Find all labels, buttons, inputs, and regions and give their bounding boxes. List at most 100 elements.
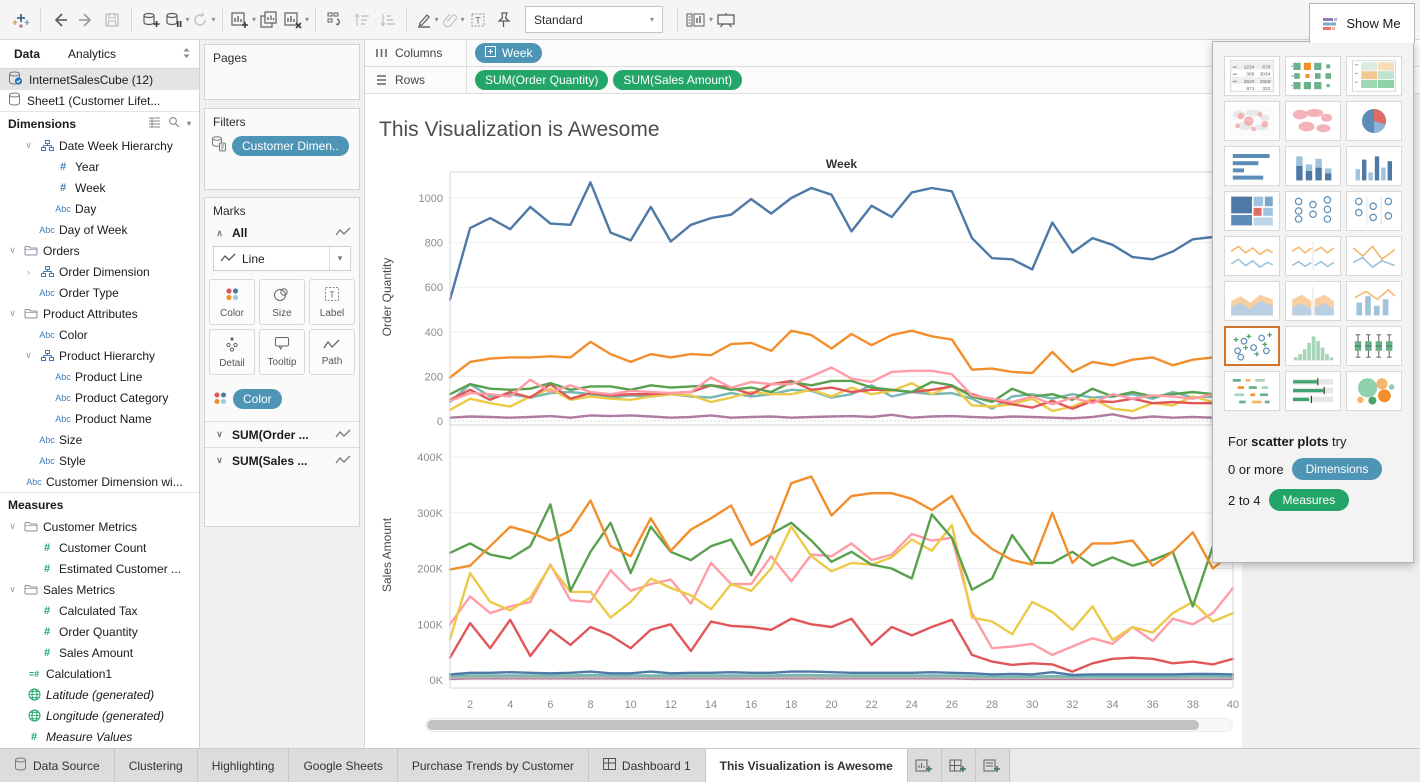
marks-card-sum-sales[interactable]: ∨ SUM(Sales ... <box>205 447 359 473</box>
pane-sort-icon[interactable] <box>182 47 199 62</box>
expand-icon[interactable]: ∨ <box>216 429 223 439</box>
showme-side-by-side-circles-thumbnail[interactable] <box>1346 191 1402 231</box>
showme-bullet-graph-thumbnail[interactable] <box>1285 371 1341 411</box>
sheet-tab-purchase-trends-by-customer[interactable]: Purchase Trends by Customer <box>398 749 589 782</box>
highlight-button[interactable]: ▾ <box>413 6 439 34</box>
showme-lines-continuous-thumbnail[interactable] <box>1224 236 1280 276</box>
rows-pill-sum-sales-amount[interactable]: SUM(Sales Amount) <box>613 70 743 90</box>
showme-dual-lines-thumbnail[interactable] <box>1346 236 1402 276</box>
collapse-icon[interactable]: ∨ <box>25 350 32 360</box>
sheet-tab-this-visualization-is-awesome[interactable]: This Visualization is Awesome <box>705 749 908 782</box>
expand-icon[interactable]: › <box>27 266 30 277</box>
dimension-item-date-week-hierarchy[interactable]: ∨ Date Week Hierarchy <box>0 135 199 156</box>
sort-descending-button[interactable] <box>374 6 400 34</box>
pages-card[interactable]: Pages <box>204 44 360 100</box>
marks-card[interactable]: Marks ∧ All Line ▾ Color Size T Label Detail… <box>204 197 360 527</box>
filters-card[interactable]: Filters Customer Dimen.. <box>204 108 360 190</box>
tab-data[interactable]: Data <box>14 47 41 61</box>
dimension-item-order-dimension[interactable]: › Order Dimension <box>0 261 199 282</box>
measure-item-customer-metrics[interactable]: ∨ Customer Metrics <box>0 516 199 537</box>
horizontal-scrollbar-thumb[interactable] <box>427 720 1199 730</box>
showme-highlight-table-thumbnail[interactable] <box>1346 56 1402 96</box>
refresh-button[interactable]: ▾ <box>190 6 216 34</box>
sort-ascending-button[interactable] <box>348 6 374 34</box>
dimension-item-day[interactable]: Abc Day <box>0 198 199 219</box>
swap-rows-columns-button[interactable] <box>322 6 348 34</box>
dimension-item-product-hierarchy[interactable]: ∨ Product Hierarchy <box>0 345 199 366</box>
path-mark-button[interactable]: Path <box>309 329 355 375</box>
measure-item-measure-values[interactable]: # Measure Values <box>0 726 199 747</box>
expand-plus-icon[interactable] <box>485 46 496 60</box>
fix-axes-pin-button[interactable] <box>491 6 517 34</box>
measure-item-sales-metrics[interactable]: ∨ Sales Metrics <box>0 579 199 600</box>
datasource-item-internetsalescube-12[interactable]: InternetSalesCube (12) <box>0 69 199 90</box>
showme-symbol-map-thumbnail[interactable] <box>1224 101 1280 141</box>
size-mark-button[interactable]: Size <box>259 279 305 325</box>
dimension-item-orders[interactable]: ∨ Orders <box>0 240 199 261</box>
find-field-icon[interactable] <box>168 116 180 131</box>
color-mark-button[interactable]: Color <box>209 279 255 325</box>
new-worksheet-tab-button[interactable] <box>908 749 942 782</box>
measure-item-latitude-generated[interactable]: Latitude (generated) <box>0 684 199 705</box>
collapse-icon[interactable]: ∨ <box>9 308 16 318</box>
columns-pill-week[interactable]: Week <box>475 43 543 63</box>
showme-dual-combination-thumbnail[interactable] <box>1346 281 1402 321</box>
showme-horizontal-bars-thumbnail[interactable] <box>1224 146 1280 186</box>
dimension-item-product-line[interactable]: Abc Product Line <box>0 366 199 387</box>
redo-button[interactable] <box>73 6 99 34</box>
tooltip-mark-button[interactable]: Tooltip <box>259 329 305 375</box>
collapse-icon[interactable]: ∨ <box>9 584 16 594</box>
measure-item-calculated-tax[interactable]: # Calculated Tax <box>0 600 199 621</box>
showme-heat-map-thumbnail[interactable] <box>1285 56 1341 96</box>
dimension-item-year[interactable]: # Year <box>0 156 199 177</box>
showme-text-table-thumbnail[interactable]: 1234 678 368 3034 2620 2559 971 322 <box>1224 56 1280 96</box>
sheet-tab-highlighting[interactable]: Highlighting <box>198 749 290 782</box>
sheet-tab-google-sheets[interactable]: Google Sheets <box>289 749 398 782</box>
presentation-mode-button[interactable] <box>713 6 739 34</box>
fit-mode-select[interactable]: Standard ▾ <box>525 6 664 33</box>
measure-item-calculation1[interactable]: =# Calculation1 <box>0 663 199 684</box>
collapse-icon[interactable]: ∨ <box>25 140 32 150</box>
measure-item-estimated-customer[interactable]: # Estimated Customer ... <box>0 558 199 579</box>
detail-mark-button[interactable]: Detail <box>209 329 255 375</box>
marks-all-row[interactable]: ∧ All <box>205 222 359 244</box>
filter-pill-customer-dimension[interactable]: Customer Dimen.. <box>232 135 349 156</box>
showme-pie-chart-thumbnail[interactable] <box>1346 101 1402 141</box>
dimension-item-style[interactable]: Abc Style <box>0 450 199 471</box>
format-workbook-button[interactable]: ▾ <box>439 6 465 34</box>
dimension-item-product-category[interactable]: Abc Product Category <box>0 387 199 408</box>
show-me-button[interactable]: Show Me <box>1309 3 1415 43</box>
showme-treemap-thumbnail[interactable] <box>1224 191 1280 231</box>
dimension-item-customer-dimension-wi[interactable]: Abc Customer Dimension wi... <box>0 471 199 492</box>
tableau-logo-icon[interactable] <box>8 6 34 34</box>
mark-type-dropdown[interactable]: Line ▾ <box>213 246 351 271</box>
showme-circle-views-thumbnail[interactable] <box>1285 191 1341 231</box>
dimension-item-color[interactable]: Abc Color <box>0 324 199 345</box>
showme-area-discrete-thumbnail[interactable] <box>1285 281 1341 321</box>
tab-analytics[interactable]: Analytics <box>68 47 117 61</box>
sheet-tab-data-source[interactable]: Data Source <box>0 749 115 782</box>
label-mark-button[interactable]: T Label <box>309 279 355 325</box>
measure-item-order-quantity[interactable]: # Order Quantity <box>0 621 199 642</box>
worksheet-canvas[interactable]: This Visualization is Awesome Week 0 200 400… <box>365 94 1242 748</box>
view-data-grid-icon[interactable] <box>148 117 161 131</box>
datasource-item-sheet1-customer-lifet[interactable]: Sheet1 (Customer Lifet... <box>0 90 199 111</box>
show-hide-cards-button[interactable]: ▾ <box>684 6 713 34</box>
expand-icon[interactable]: ∨ <box>216 455 223 465</box>
showme-gantt-thumbnail[interactable] <box>1224 371 1280 411</box>
dimension-item-product-attributes[interactable]: ∨ Product Attributes <box>0 303 199 324</box>
chevron-down-icon[interactable]: ▾ <box>329 247 350 270</box>
showme-box-and-whisker-thumbnail[interactable] <box>1346 326 1402 366</box>
collapse-icon[interactable]: ∨ <box>9 245 16 255</box>
new-story-tab-button[interactable] <box>976 749 1010 782</box>
sheet-tab-dashboard-1[interactable]: Dashboard 1 <box>589 749 706 782</box>
showme-scatter-plot-thumbnail[interactable] <box>1224 326 1280 366</box>
dimension-item-week[interactable]: # Week <box>0 177 199 198</box>
pane-menu-icon[interactable]: ▾ <box>186 119 191 128</box>
collapse-icon[interactable]: ∨ <box>9 521 16 531</box>
dimension-item-size[interactable]: Abc Size <box>0 429 199 450</box>
showme-stacked-bars-thumbnail[interactable] <box>1285 146 1341 186</box>
marks-card-sum-order[interactable]: ∨ SUM(Order ... <box>205 421 359 447</box>
measure-item-customer-count[interactable]: # Customer Count <box>0 537 199 558</box>
dimension-item-day-of-week[interactable]: Abc Day of Week <box>0 219 199 240</box>
